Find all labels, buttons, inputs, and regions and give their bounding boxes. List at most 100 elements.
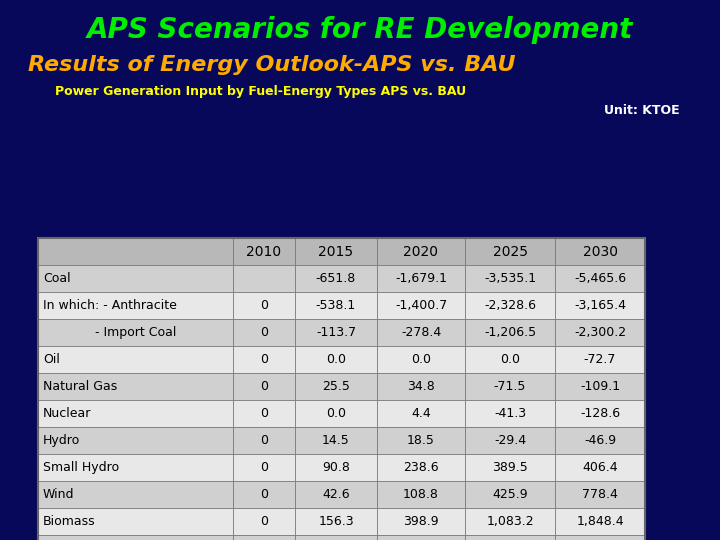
Bar <box>555 400 645 427</box>
Bar <box>38 427 233 454</box>
Text: -128.6: -128.6 <box>580 407 620 420</box>
Text: -1,679.1: -1,679.1 <box>395 272 447 285</box>
Text: -3,535.1: -3,535.1 <box>484 272 536 285</box>
Text: Wind: Wind <box>43 488 74 501</box>
Text: Hydro: Hydro <box>43 434 80 447</box>
Bar <box>465 427 555 454</box>
Text: Coal: Coal <box>43 272 71 285</box>
Text: 0.0: 0.0 <box>500 353 520 366</box>
Text: 406.4: 406.4 <box>582 461 618 474</box>
Text: 4.4: 4.4 <box>411 407 431 420</box>
Bar <box>377 346 465 373</box>
Bar <box>233 346 295 373</box>
Bar <box>465 238 555 265</box>
Bar <box>377 454 465 481</box>
Bar <box>295 535 377 540</box>
Bar <box>233 265 295 292</box>
Text: 0: 0 <box>260 407 268 420</box>
Text: 425.9: 425.9 <box>492 488 528 501</box>
Bar <box>555 346 645 373</box>
Text: 25.5: 25.5 <box>322 380 350 393</box>
Text: 238.6: 238.6 <box>403 461 438 474</box>
Text: 0: 0 <box>260 515 268 528</box>
Text: -41.3: -41.3 <box>494 407 526 420</box>
Bar <box>465 454 555 481</box>
Text: Natural Gas: Natural Gas <box>43 380 117 393</box>
Bar <box>295 508 377 535</box>
Text: Biomass: Biomass <box>43 515 96 528</box>
Text: 0.0: 0.0 <box>411 353 431 366</box>
Bar <box>38 265 233 292</box>
Bar <box>295 373 377 400</box>
Bar <box>38 238 233 265</box>
Text: Unit: KTOE: Unit: KTOE <box>604 104 680 117</box>
Bar <box>233 292 295 319</box>
Text: 0: 0 <box>260 380 268 393</box>
Text: -46.9: -46.9 <box>584 434 616 447</box>
Bar <box>377 508 465 535</box>
Text: -29.4: -29.4 <box>494 434 526 447</box>
Text: APS Scenarios for RE Development: APS Scenarios for RE Development <box>87 16 633 44</box>
Bar <box>295 400 377 427</box>
Bar <box>38 238 645 540</box>
Bar <box>377 481 465 508</box>
Text: -71.5: -71.5 <box>494 380 526 393</box>
Bar <box>555 319 645 346</box>
Text: -2,328.6: -2,328.6 <box>484 299 536 312</box>
Bar <box>465 508 555 535</box>
Bar <box>38 319 233 346</box>
Text: 0: 0 <box>260 299 268 312</box>
Bar <box>465 400 555 427</box>
Text: 2010: 2010 <box>246 245 282 259</box>
Bar <box>555 373 645 400</box>
Text: 778.4: 778.4 <box>582 488 618 501</box>
Text: -278.4: -278.4 <box>401 326 441 339</box>
Bar <box>233 535 295 540</box>
Bar <box>295 265 377 292</box>
Text: -538.1: -538.1 <box>316 299 356 312</box>
Bar <box>465 319 555 346</box>
Bar <box>295 319 377 346</box>
Text: 1,848.4: 1,848.4 <box>576 515 624 528</box>
Text: -651.8: -651.8 <box>316 272 356 285</box>
Text: -72.7: -72.7 <box>584 353 616 366</box>
Bar <box>38 454 233 481</box>
Text: 0: 0 <box>260 326 268 339</box>
Bar <box>377 292 465 319</box>
Text: -2,300.2: -2,300.2 <box>574 326 626 339</box>
Bar <box>38 292 233 319</box>
Bar <box>377 373 465 400</box>
Bar <box>295 238 377 265</box>
Text: 90.8: 90.8 <box>322 461 350 474</box>
Text: Results of Energy Outlook-APS vs. BAU: Results of Energy Outlook-APS vs. BAU <box>28 55 516 75</box>
Bar <box>295 427 377 454</box>
Bar <box>555 265 645 292</box>
Text: 0: 0 <box>260 488 268 501</box>
Text: 2015: 2015 <box>318 245 354 259</box>
Bar <box>295 346 377 373</box>
Bar <box>233 238 295 265</box>
Text: 2020: 2020 <box>403 245 438 259</box>
Bar <box>555 238 645 265</box>
Bar <box>233 508 295 535</box>
Bar <box>465 481 555 508</box>
Bar <box>233 319 295 346</box>
Text: -1,206.5: -1,206.5 <box>484 326 536 339</box>
Text: 0: 0 <box>260 434 268 447</box>
Bar <box>377 319 465 346</box>
Bar <box>465 346 555 373</box>
Text: 18.5: 18.5 <box>407 434 435 447</box>
Text: 0: 0 <box>260 353 268 366</box>
Bar <box>233 454 295 481</box>
Text: -109.1: -109.1 <box>580 380 620 393</box>
Bar <box>233 400 295 427</box>
Bar <box>465 292 555 319</box>
Bar <box>233 427 295 454</box>
Bar <box>377 427 465 454</box>
Text: -5,465.6: -5,465.6 <box>574 272 626 285</box>
Text: Small Hydro: Small Hydro <box>43 461 119 474</box>
Bar <box>233 373 295 400</box>
Bar <box>465 265 555 292</box>
Bar <box>555 481 645 508</box>
Bar <box>38 400 233 427</box>
